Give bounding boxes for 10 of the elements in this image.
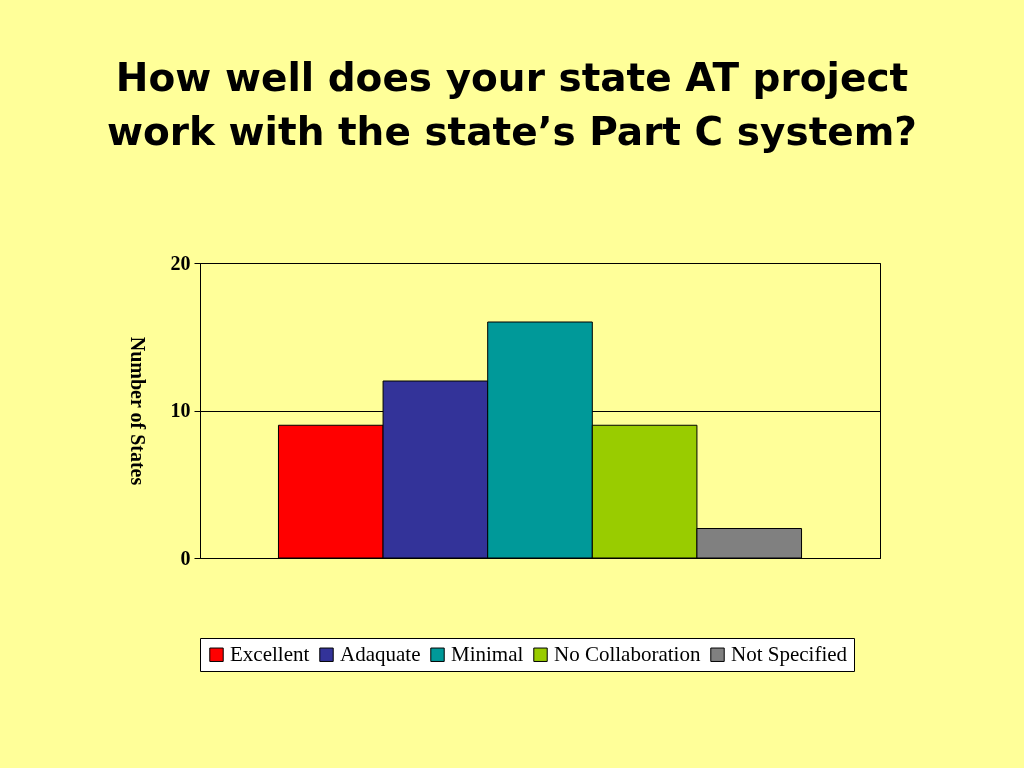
- chart-title: How well does your state AT project work with the state’s Part C system?: [107, 55, 917, 154]
- legend-label: Minimal: [451, 641, 524, 666]
- legend-label: Adaquate: [340, 641, 421, 666]
- y-tick-label: 0: [180, 546, 191, 569]
- legend-label: Not Specified: [731, 641, 848, 666]
- y-tick-label: 20: [170, 251, 191, 274]
- legend-label: Excellent: [230, 641, 310, 666]
- legend-label: No Collaboration: [554, 641, 701, 666]
- y-axis-title: Number of States: [126, 336, 149, 486]
- y-tick-label: 10: [170, 399, 191, 421]
